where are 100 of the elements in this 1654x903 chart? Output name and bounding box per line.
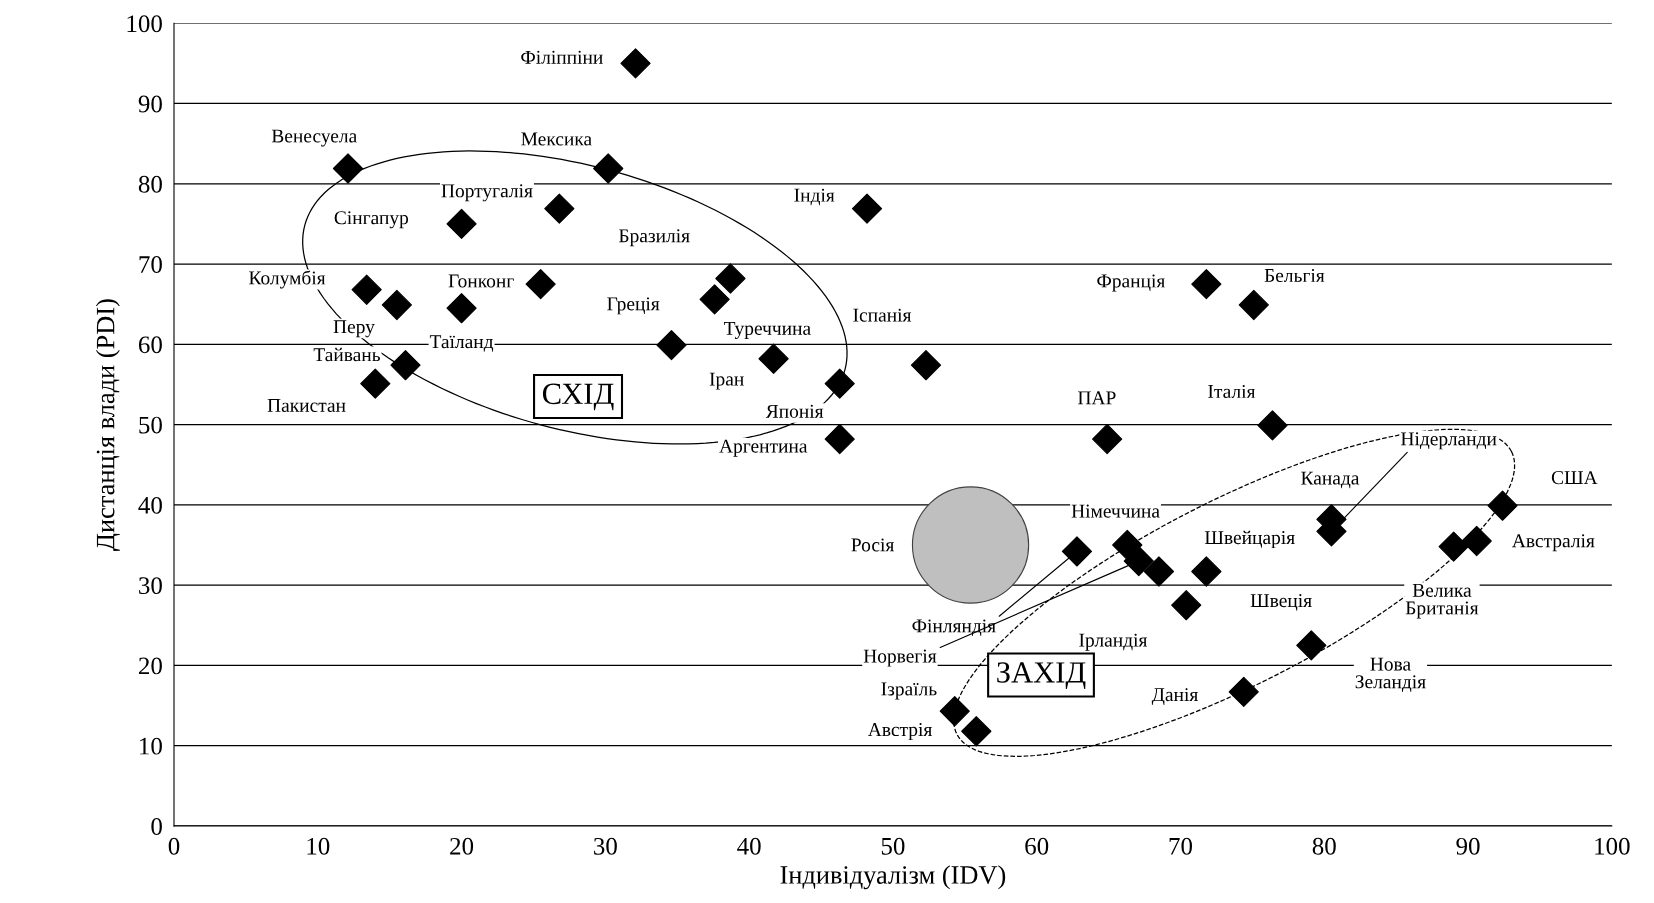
point [1061,536,1093,567]
point [1092,423,1123,455]
point [360,368,391,399]
point [351,274,382,305]
annotation: ПАР [1078,391,1116,405]
point [1487,490,1518,521]
x-tick-label: 70 [1169,837,1193,855]
y-tick-label: 10 [140,737,162,755]
annotation: Австрія [868,723,932,741]
annotation: Ізраїль [881,682,937,700]
annotation: Франція [1097,274,1165,292]
annotation: Греція [607,297,660,315]
point [446,208,477,240]
y-tick-label: 20 [138,657,162,675]
annotation: Швейцарія [1204,530,1295,549]
point [620,48,651,79]
x-tick-label: 90 [1456,837,1480,855]
annotation: Португалія [441,184,533,202]
annotation: Пакистан [267,399,346,412]
x-tick-label: 40 [737,837,761,855]
point [961,716,992,747]
point [699,284,730,315]
point [824,423,855,455]
annotation: Аргентина [719,439,808,457]
annotation: Індія [794,188,835,206]
y-tick-label: 100 [127,15,162,33]
annotation: Ірландія [1079,633,1148,651]
annotation: Колумбія [249,270,326,289]
annotation: Італія [1208,384,1256,399]
point [593,153,624,184]
x-tick-label: 20 [450,837,474,855]
annotation: Канада [1301,471,1360,489]
point [544,193,575,224]
annotation: Філіппіни [521,50,603,64]
annotation: Тайвань [313,347,380,362]
x-tick-label: 10 [307,837,330,855]
point [851,193,883,224]
point [656,329,687,361]
annotation: Перу [333,320,375,338]
annotation: Швеція [1250,594,1312,611]
y-tick-label: 50 [139,416,162,434]
annotation: Норвегія [863,649,937,667]
annotation: Мексика [521,132,592,146]
point [390,350,421,381]
point [1228,676,1259,708]
point [1257,410,1288,441]
annotation: СХІД [542,383,614,411]
annotation: Бразилія [618,229,690,247]
point [1112,529,1143,561]
point [1238,289,1269,321]
annotation: Росія [851,538,894,552]
point [824,368,855,399]
x-tick-label: 50 [881,837,905,855]
annotation: Австралія [1512,534,1595,552]
annotation: Нова Зеландія [1355,657,1426,692]
point [1191,556,1222,587]
point [1123,545,1154,577]
point [1143,556,1175,587]
annotation: Венесуела [271,129,357,147]
x-tick-label: 80 [1312,837,1336,855]
y-tick-label: 70 [139,256,162,273]
y-tick-label: 30 [139,577,162,595]
point [1296,630,1327,661]
annotation: Іран [709,372,744,390]
x-tick-label: 30 [594,837,617,855]
x-axis-title: Індивідуалізм (IDV) [780,865,1006,890]
annotation: Гонконг [448,274,514,288]
point [332,153,364,184]
point [1191,268,1222,300]
y-tick-label: 0 [151,818,162,835]
x-tick-label: 0 [168,837,180,855]
annotation: Іспанія [853,308,912,322]
point [381,289,412,321]
annotation: Японія [765,404,824,418]
annotation: Німеччина [1071,504,1160,518]
point [1171,590,1202,621]
x-tick-label: 100 [1595,837,1630,855]
point [911,486,1030,604]
y-tick-label: 40 [138,496,162,514]
annotation: Велика Британія [1405,583,1479,619]
annotation: США [1551,471,1598,485]
point [758,343,789,374]
y-axis-title: Дистанція влади (PDI) [95,299,120,551]
annotation: Нідерланди [1401,432,1497,450]
point [1461,525,1492,557]
annotation: Таїланд [429,335,494,352]
point [715,263,746,294]
y-tick-label: 60 [138,336,162,354]
point [939,696,970,727]
annotation: Бельгія [1264,268,1325,283]
annotation: Сінгапур [334,211,409,229]
y-tick-label: 90 [138,95,162,113]
y-tick-label: 80 [138,175,162,193]
point [446,293,477,324]
point [1438,531,1469,562]
point [525,268,556,300]
annotation: Данія [1151,688,1198,706]
point [910,350,942,381]
annotation: ЗАХІД [997,662,1086,689]
annotation: Туреччина [723,322,811,339]
